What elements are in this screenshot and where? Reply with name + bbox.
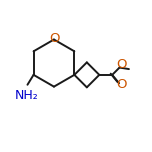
Text: NH₂: NH₂ [15,89,39,102]
Text: O: O [116,78,127,91]
Text: O: O [49,32,60,45]
Text: O: O [117,58,127,71]
